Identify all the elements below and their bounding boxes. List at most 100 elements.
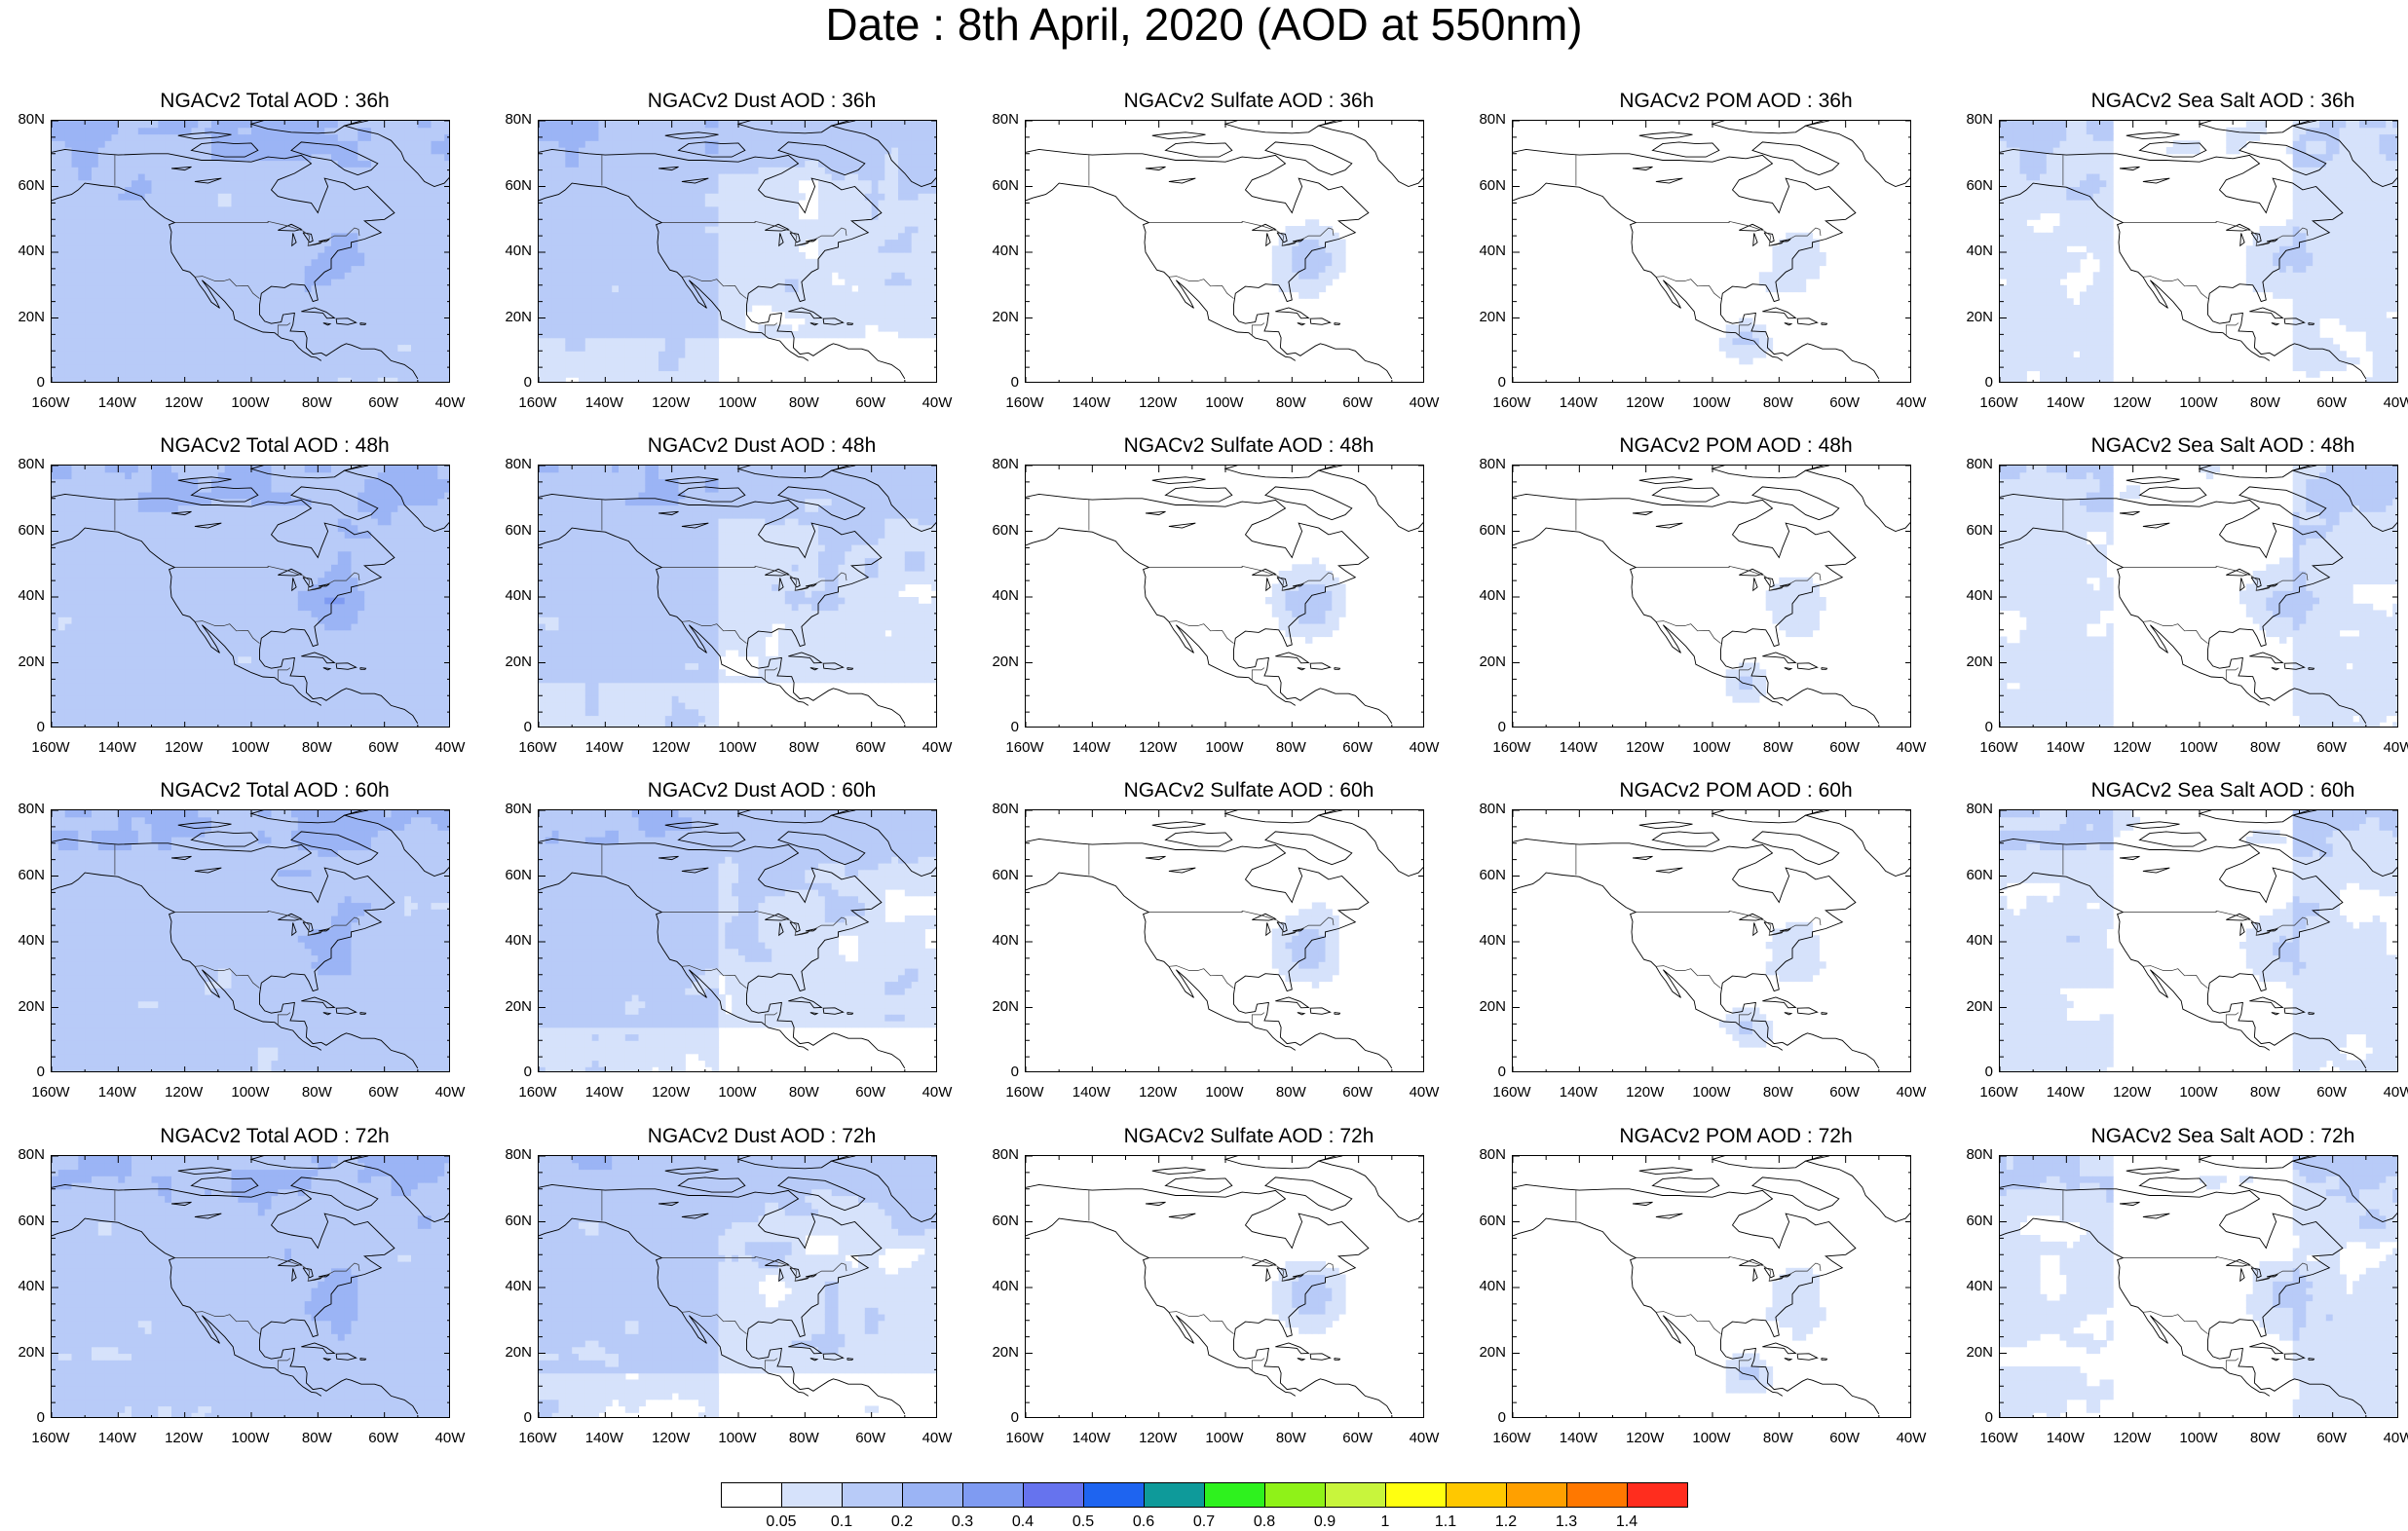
lon-tick-label: 80W [774, 1084, 833, 1101]
colorbar-label: 0.1 [817, 1513, 866, 1531]
colorbar-swatch [1264, 1482, 1326, 1508]
lon-tick-label: 60W [842, 1084, 900, 1101]
lat-tick-label: 40N [1467, 1279, 1506, 1293]
lat-tick-label: 40N [6, 243, 45, 258]
lon-tick-label: 120W [1616, 394, 1674, 411]
lon-tick-label: 140W [2036, 1430, 2094, 1446]
lat-tick-label: 0 [1467, 1064, 1506, 1079]
lat-tick-label: 80N [1467, 457, 1506, 471]
lon-tick-label: 40W [1882, 739, 1940, 756]
colorbar-label: 1.1 [1421, 1513, 1470, 1531]
lon-tick-label: 140W [88, 1430, 146, 1446]
coastlines [1513, 121, 1910, 380]
lon-tick-label: 80W [1749, 1084, 1807, 1101]
lon-tick-label: 120W [155, 739, 213, 756]
map-plot-area [538, 120, 937, 383]
lon-tick-label: 60W [1816, 739, 1874, 756]
lon-tick-label: 160W [1970, 1084, 2028, 1101]
lon-tick-label: 40W [1882, 394, 1940, 411]
panel-title: NGACv2 Dust AOD : 72h [538, 1125, 986, 1148]
lon-tick-label: 80W [1261, 1084, 1320, 1101]
lon-tick-label: 100W [1682, 739, 1741, 756]
lon-tick-label: 60W [355, 394, 413, 411]
map-panel-pom-48h: NGACv2 POM AOD : 48h 80N 60N 40N 20N 0 160W 140… [1479, 434, 1960, 796]
aod-shading [1271, 1261, 1346, 1334]
colorbar-swatch [902, 1482, 963, 1508]
political-borders [114, 844, 360, 1027]
lat-tick-label: 60N [1467, 1214, 1506, 1228]
colorbar-label: 1 [1361, 1513, 1410, 1531]
panel-title: NGACv2 Dust AOD : 48h [538, 434, 986, 458]
colorbar-swatch [1566, 1482, 1628, 1508]
map-plot-area [51, 465, 450, 728]
panel-title: NGACv2 Sea Salt AOD : 36h [1999, 90, 2408, 113]
map-panel-sulfate-60h: NGACv2 Sulfate AOD : 60h 80N 60N 40N 20N 0 160… [992, 779, 1473, 1140]
lon-tick-label: 140W [88, 394, 146, 411]
lon-tick-label: 100W [221, 394, 280, 411]
colorbar-swatch [1023, 1482, 1084, 1508]
lon-tick-label: 140W [1062, 1430, 1120, 1446]
aod-shading [1725, 577, 1826, 703]
coastlines [52, 1156, 449, 1415]
colorbar-label: 0.6 [1119, 1513, 1168, 1531]
lat-tick-label: 60N [493, 868, 532, 882]
lat-tick-label: 80N [1954, 457, 1993, 471]
colorbar-swatch [1506, 1482, 1567, 1508]
panel-title: NGACv2 Total AOD : 36h [51, 90, 499, 113]
lon-tick-label: 40W [1882, 1084, 1940, 1101]
map-panel-dust-48h: NGACv2 Dust AOD : 48h 80N 60N 40N 20N 0 160W 14… [505, 434, 986, 796]
lat-tick-label: 60N [1954, 868, 1993, 882]
colorbar-label: 0.4 [998, 1513, 1047, 1531]
lon-tick-label: 60W [2303, 739, 2361, 756]
map-plot-area [538, 465, 937, 728]
lat-tick-label: 80N [1954, 1147, 1993, 1162]
lat-tick-label: 0 [1954, 375, 1993, 390]
map-panel-seasalt-48h: NGACv2 Sea Salt AOD : 48h 80N 60N 40N 20N 0 16… [1966, 434, 2408, 796]
lat-tick-label: 0 [6, 720, 45, 734]
political-borders [1575, 1190, 1822, 1372]
aod-shading [1271, 219, 1346, 299]
lat-tick-label: 80N [493, 457, 532, 471]
map-plot-area [51, 1155, 450, 1418]
lon-tick-label: 60W [1816, 1430, 1874, 1446]
lat-tick-label: 40N [1954, 933, 1993, 948]
lon-tick-label: 120W [2103, 1430, 2162, 1446]
lon-tick-label: 100W [1682, 394, 1741, 411]
aod-shading [539, 1156, 936, 1417]
lat-tick-label: 20N [980, 310, 1019, 324]
lat-tick-label: 60N [1467, 523, 1506, 538]
lon-tick-label: 160W [21, 394, 80, 411]
map-plot-area [1025, 465, 1424, 728]
aod-shading [52, 121, 449, 382]
aod-shading [1271, 902, 1339, 989]
lon-tick-label: 120W [642, 1084, 700, 1101]
map-plot-area [538, 1155, 937, 1418]
lon-tick-label: 80W [2236, 394, 2294, 411]
lat-tick-label: 80N [493, 1147, 532, 1162]
colorbar-label: 0.2 [878, 1513, 926, 1531]
aod-shading [2000, 466, 2397, 727]
aod-shading [1265, 557, 1346, 644]
lon-tick-label: 80W [287, 1430, 346, 1446]
colorbar-label: 0.5 [1059, 1513, 1108, 1531]
map-plot-area [51, 120, 450, 383]
lat-tick-label: 40N [1954, 243, 1993, 258]
map-panel-sulfate-48h: NGACv2 Sulfate AOD : 48h 80N 60N 40N 20N 0 160… [992, 434, 1473, 796]
colorbar-swatch [842, 1482, 903, 1508]
lon-tick-label: 120W [155, 1430, 213, 1446]
coastlines [2000, 121, 2397, 380]
panel-title: NGACv2 Total AOD : 60h [51, 779, 499, 803]
lat-tick-label: 40N [493, 588, 532, 603]
lon-tick-label: 140W [575, 394, 633, 411]
panel-title: NGACv2 Sulfate AOD : 36h [1025, 90, 1473, 113]
colorbar-swatch [1083, 1482, 1145, 1508]
lon-tick-label: 160W [21, 739, 80, 756]
lat-tick-label: 60N [6, 1214, 45, 1228]
lat-tick-label: 60N [980, 868, 1019, 882]
political-borders [601, 1190, 847, 1372]
coastlines [52, 466, 449, 725]
political-borders [1088, 155, 1335, 337]
lon-tick-label: 140W [88, 739, 146, 756]
political-borders [114, 1190, 360, 1372]
lon-tick-label: 80W [1749, 394, 1807, 411]
